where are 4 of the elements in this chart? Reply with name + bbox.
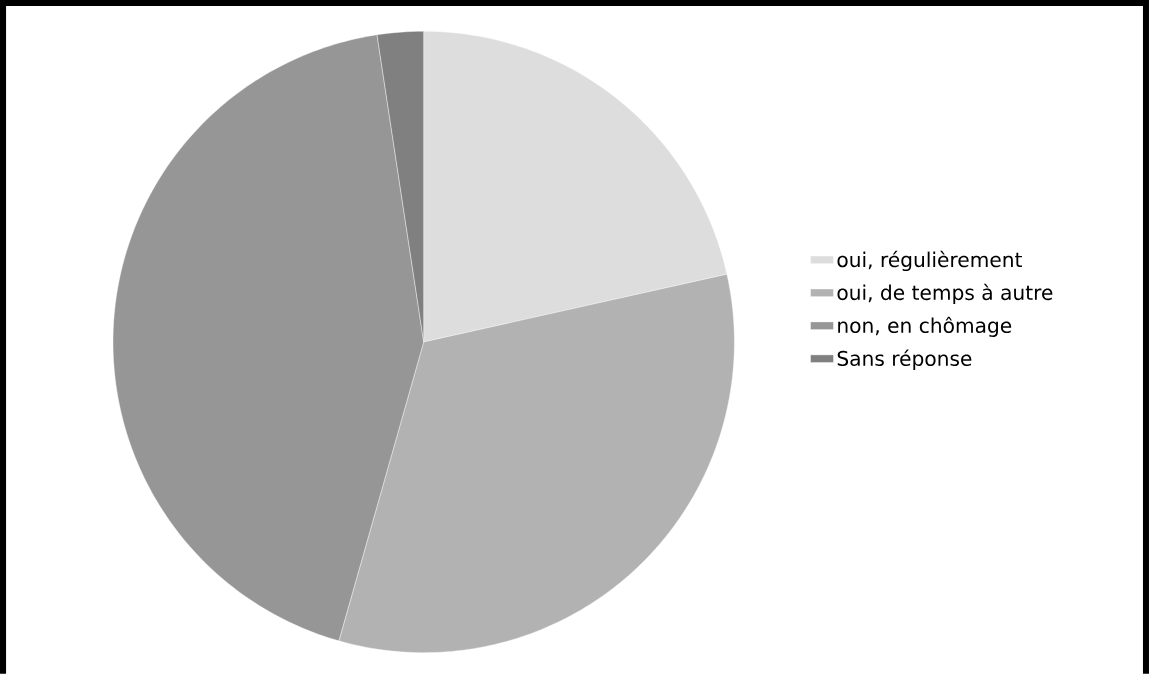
legend-label: non, en chômage [838,316,1012,338]
legend-label: Sans réponse [837,349,972,371]
legend-label: oui, régulièrement [837,250,1022,272]
legend-label: oui, de temps à autre [837,283,1053,305]
